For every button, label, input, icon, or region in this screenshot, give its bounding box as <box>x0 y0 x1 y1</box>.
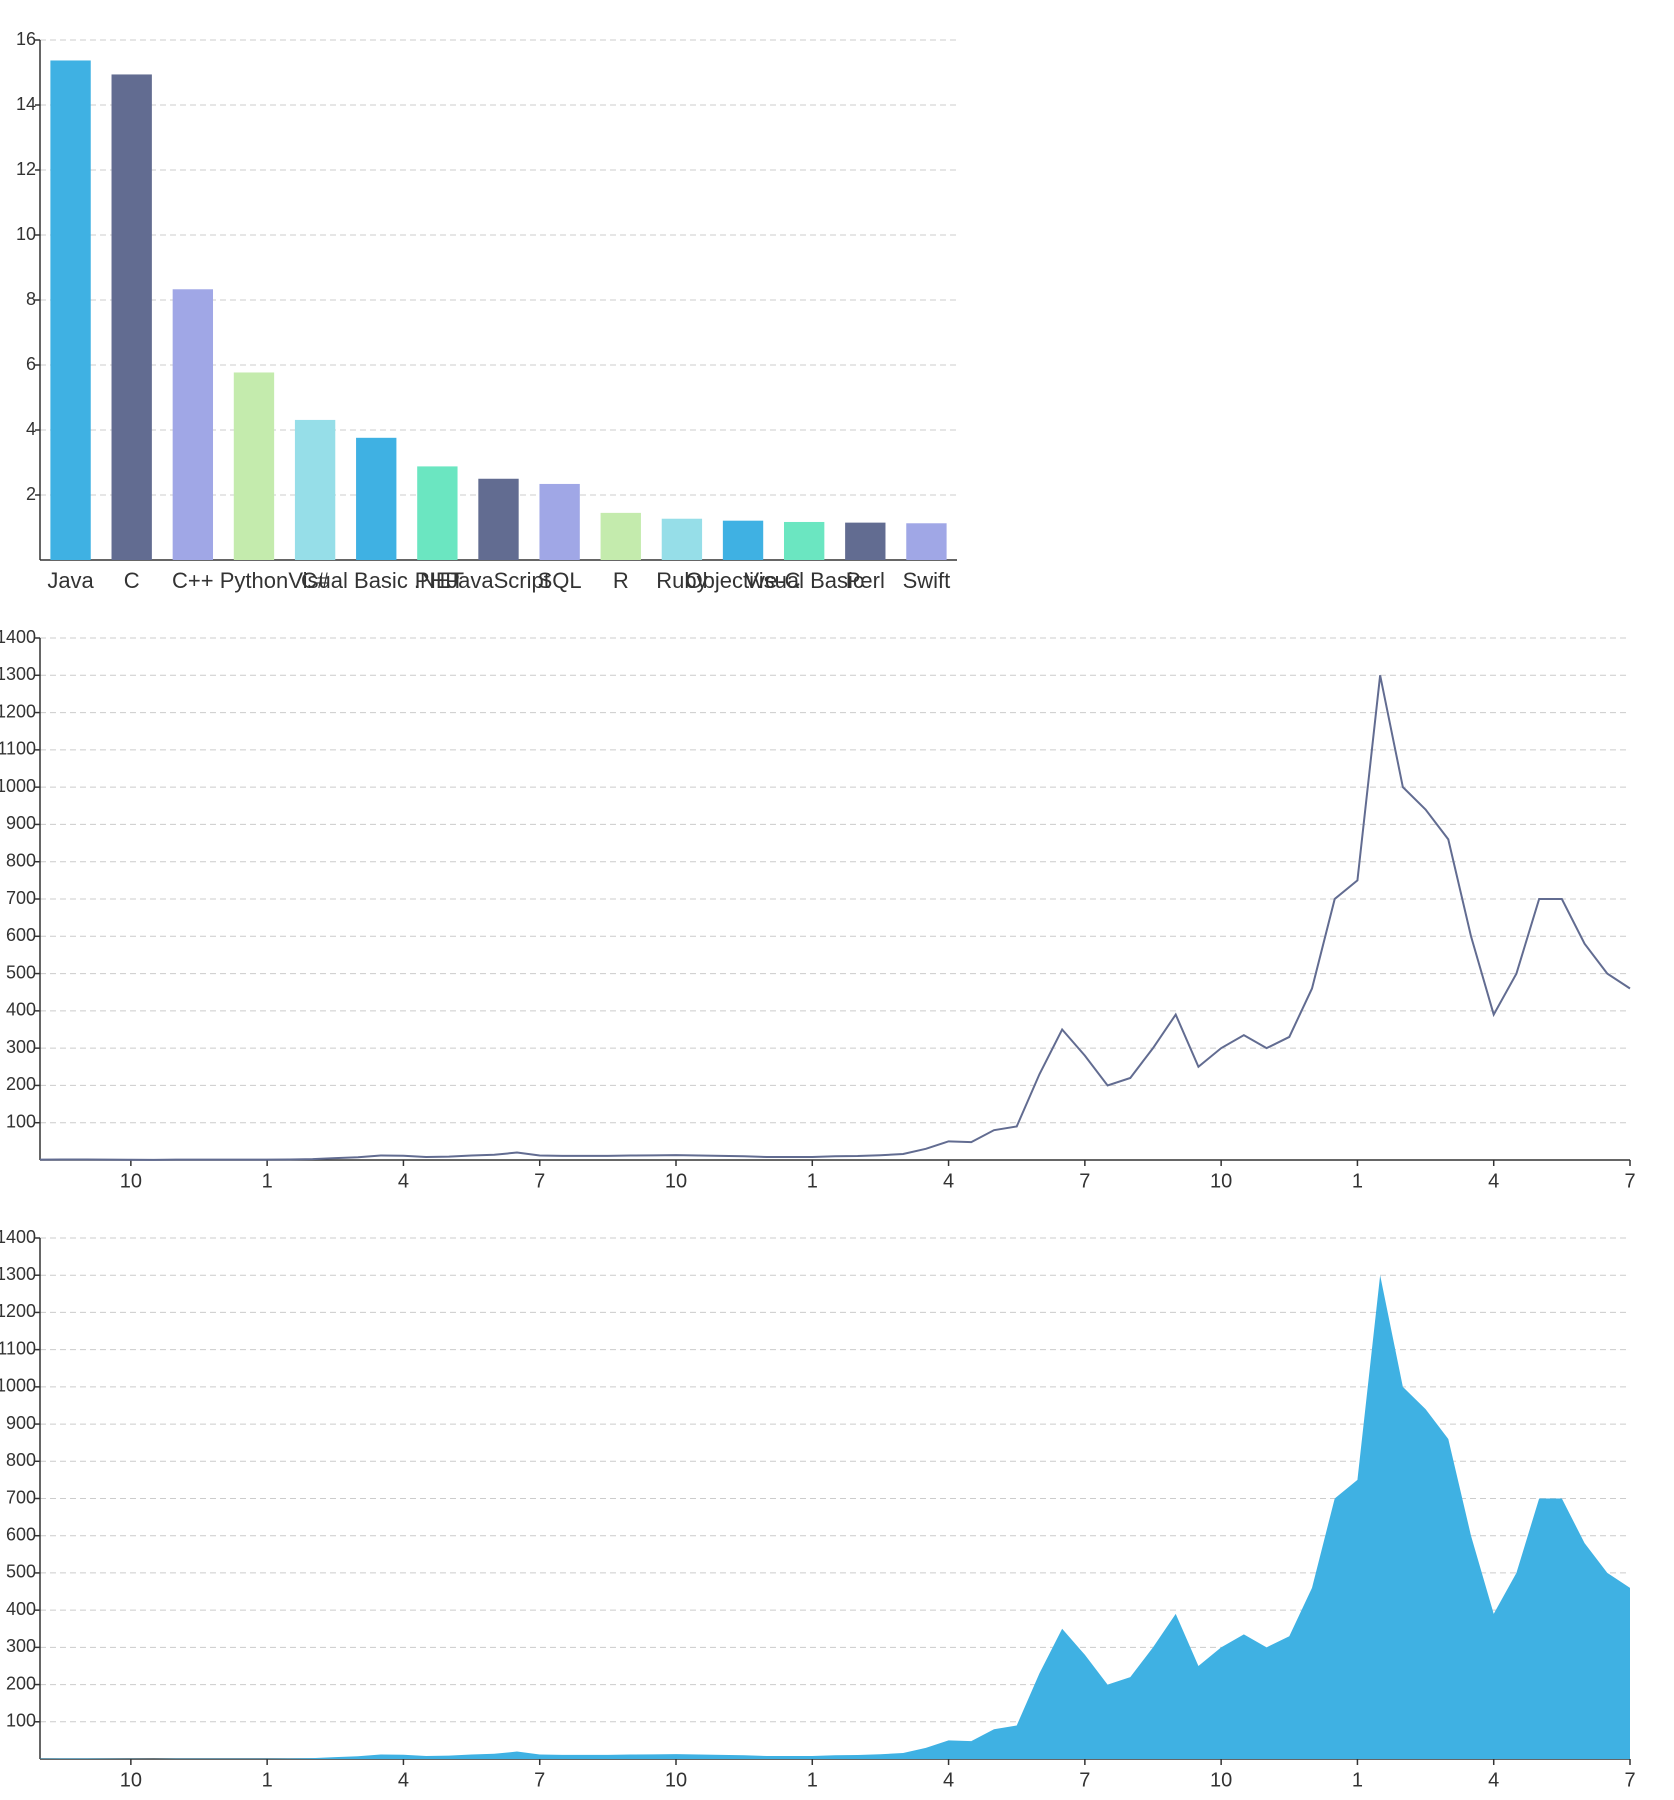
x-tick-label: 7 <box>1079 1170 1090 1192</box>
x-tick-label: 7 <box>1624 1769 1635 1791</box>
x-tick-label: C# <box>301 568 330 593</box>
x-tick-label: 7 <box>534 1170 545 1192</box>
bar <box>356 437 397 560</box>
y-tick-label: 14 <box>16 94 36 114</box>
x-tick-label: 10 <box>1210 1170 1232 1192</box>
x-tick-label: Perl <box>846 568 885 593</box>
x-tick-label: 1 <box>1352 1769 1363 1791</box>
x-tick-label: Objective-C <box>686 568 801 593</box>
y-tick-label: 300 <box>6 1037 36 1057</box>
bar <box>294 419 336 560</box>
bar <box>417 466 458 560</box>
y-tick-label: 500 <box>6 962 36 982</box>
x-tick-label: PHP <box>415 568 460 593</box>
bar <box>111 74 152 560</box>
x-tick-label: 10 <box>665 1769 687 1791</box>
bar <box>722 520 764 560</box>
y-tick-label: 900 <box>6 813 36 833</box>
x-tick-label: Ruby <box>656 568 707 593</box>
y-tick-label: 1300 <box>0 1264 36 1284</box>
y-tick-label: 16 <box>16 29 36 49</box>
y-tick-label: 800 <box>6 1450 36 1470</box>
x-tick-label: 1 <box>1352 1170 1363 1192</box>
bar <box>600 512 641 560</box>
y-tick-label: 1300 <box>0 664 36 684</box>
y-tick-label: 1400 <box>0 627 36 647</box>
y-tick-label: 8 <box>26 289 36 309</box>
y-tick-label: 200 <box>6 1673 36 1693</box>
x-tick-label: SQL <box>538 568 582 593</box>
y-tick-label: 1200 <box>0 701 36 721</box>
y-tick-label: 10 <box>16 224 36 244</box>
x-tick-label: 10 <box>665 1170 687 1192</box>
bar <box>783 521 825 560</box>
x-tick-label: C <box>124 568 140 593</box>
x-tick-label: Python <box>220 568 289 593</box>
x-tick-label: Visual Basic <box>744 568 863 593</box>
x-tick-label: 4 <box>398 1170 409 1192</box>
y-tick-label: 6 <box>26 354 36 374</box>
x-tick-label: C++ <box>172 568 214 593</box>
x-tick-label: 7 <box>1079 1769 1090 1791</box>
y-tick-label: 100 <box>6 1111 36 1131</box>
x-tick-label: R <box>613 568 629 593</box>
x-tick-label: 4 <box>1488 1170 1499 1192</box>
x-tick-label: JavaScript <box>447 568 550 593</box>
y-tick-label: 1100 <box>0 739 36 759</box>
x-tick-label: 1 <box>807 1170 818 1192</box>
x-tick-label: Visual Basic .NET <box>288 568 464 593</box>
y-tick-label: 1400 <box>0 1227 36 1247</box>
bar <box>233 372 275 560</box>
x-tick-label: 7 <box>1624 1170 1635 1192</box>
x-tick-label: 4 <box>398 1769 409 1791</box>
bar <box>845 522 886 560</box>
y-tick-label: 400 <box>6 1599 36 1619</box>
bar <box>539 483 580 560</box>
y-tick-label: 700 <box>6 1487 36 1507</box>
y-tick-label: 1000 <box>0 1376 36 1396</box>
y-tick-label: 900 <box>6 1413 36 1433</box>
y-tick-label: 800 <box>6 850 36 870</box>
bar <box>172 289 214 560</box>
line <box>39 675 1631 1161</box>
x-tick-label: 1 <box>807 1769 818 1791</box>
y-tick-label: 4 <box>26 419 36 439</box>
y-tick-label: 12 <box>16 159 36 179</box>
x-tick-label: Swift <box>903 568 951 593</box>
y-tick-label: 100 <box>6 1711 36 1731</box>
bar <box>478 478 519 560</box>
y-tick-label: 500 <box>6 1562 36 1582</box>
bar <box>906 523 947 560</box>
x-tick-label: Java <box>47 568 94 593</box>
y-tick-label: 600 <box>6 925 36 945</box>
x-tick-label: 1 <box>262 1170 273 1192</box>
y-tick-label: 300 <box>6 1636 36 1656</box>
x-tick-label: 1 <box>262 1769 273 1791</box>
bar <box>661 518 703 560</box>
y-tick-label: 1100 <box>0 1338 36 1358</box>
x-tick-label: 4 <box>943 1769 954 1791</box>
y-tick-label: 400 <box>6 1000 36 1020</box>
x-tick-label: 10 <box>120 1769 142 1791</box>
y-tick-label: 600 <box>6 1524 36 1544</box>
x-tick-label: 4 <box>943 1170 954 1192</box>
y-tick-label: 2 <box>26 484 36 504</box>
x-tick-label: 10 <box>1210 1769 1232 1791</box>
x-tick-label: 10 <box>120 1170 142 1192</box>
area <box>40 1275 1630 1759</box>
y-tick-label: 700 <box>6 888 36 908</box>
x-tick-label: 4 <box>1488 1769 1499 1791</box>
x-tick-label: 7 <box>534 1769 545 1791</box>
y-tick-label: 1200 <box>0 1301 36 1321</box>
y-tick-label: 200 <box>6 1074 36 1094</box>
bar <box>50 60 91 560</box>
y-tick-label: 1000 <box>0 776 36 796</box>
